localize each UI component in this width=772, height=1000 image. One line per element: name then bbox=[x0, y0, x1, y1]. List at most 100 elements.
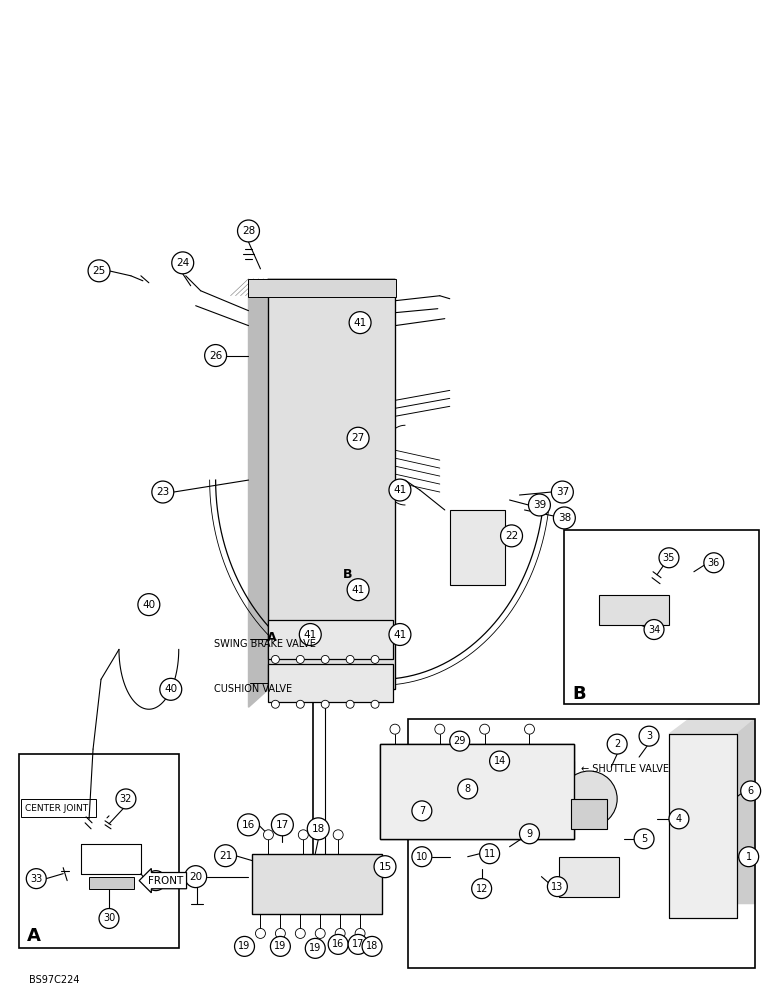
Circle shape bbox=[348, 934, 368, 954]
Polygon shape bbox=[249, 279, 269, 707]
Bar bbox=[252, 854, 382, 914]
Text: A: A bbox=[27, 927, 41, 945]
Bar bbox=[571, 799, 608, 829]
Text: 28: 28 bbox=[242, 226, 255, 236]
Circle shape bbox=[321, 700, 329, 708]
Text: FRONT: FRONT bbox=[148, 876, 184, 886]
Circle shape bbox=[458, 779, 478, 799]
Circle shape bbox=[172, 252, 194, 274]
Text: 3: 3 bbox=[646, 731, 652, 741]
Circle shape bbox=[739, 847, 759, 867]
Circle shape bbox=[529, 494, 550, 516]
Text: 41: 41 bbox=[393, 630, 407, 640]
Text: 36: 36 bbox=[708, 558, 720, 568]
Text: BS97C224: BS97C224 bbox=[29, 975, 80, 985]
Text: 16: 16 bbox=[242, 820, 255, 830]
Bar bbox=[19, 754, 179, 948]
Bar bbox=[269, 620, 393, 659]
Text: 11: 11 bbox=[483, 849, 496, 859]
Text: 17: 17 bbox=[352, 939, 364, 949]
Circle shape bbox=[88, 260, 110, 282]
Text: 19: 19 bbox=[274, 941, 286, 951]
Text: 12: 12 bbox=[476, 884, 488, 894]
Bar bbox=[22, 799, 96, 817]
Text: 29: 29 bbox=[453, 736, 466, 746]
Circle shape bbox=[263, 830, 273, 840]
Text: 8: 8 bbox=[465, 784, 471, 794]
Text: 17: 17 bbox=[276, 820, 289, 830]
Circle shape bbox=[305, 938, 325, 958]
Text: 30: 30 bbox=[103, 913, 115, 923]
Circle shape bbox=[272, 814, 293, 836]
Text: 10: 10 bbox=[416, 852, 428, 862]
Bar bbox=[269, 279, 395, 689]
Circle shape bbox=[270, 936, 290, 956]
Text: 35: 35 bbox=[663, 553, 676, 563]
Bar bbox=[380, 744, 574, 839]
Circle shape bbox=[644, 620, 664, 639]
Bar bbox=[408, 719, 755, 968]
Text: 18: 18 bbox=[312, 824, 325, 834]
Circle shape bbox=[669, 809, 689, 829]
Text: 33: 33 bbox=[30, 874, 42, 884]
Circle shape bbox=[608, 734, 627, 754]
Circle shape bbox=[272, 700, 279, 708]
Circle shape bbox=[346, 655, 354, 663]
Text: 27: 27 bbox=[351, 433, 364, 443]
Circle shape bbox=[355, 928, 365, 938]
Circle shape bbox=[389, 624, 411, 645]
Text: B: B bbox=[343, 568, 352, 581]
Circle shape bbox=[235, 936, 255, 956]
Text: 13: 13 bbox=[551, 882, 564, 892]
Bar bbox=[564, 530, 759, 704]
Text: 25: 25 bbox=[93, 266, 106, 276]
Text: 24: 24 bbox=[176, 258, 189, 268]
Circle shape bbox=[489, 751, 510, 771]
Circle shape bbox=[435, 724, 445, 734]
Circle shape bbox=[272, 655, 279, 663]
Circle shape bbox=[412, 847, 432, 867]
Text: 5: 5 bbox=[641, 834, 647, 844]
Text: 26: 26 bbox=[209, 351, 222, 361]
Circle shape bbox=[276, 928, 286, 938]
Circle shape bbox=[300, 624, 321, 645]
Circle shape bbox=[256, 928, 266, 938]
Polygon shape bbox=[736, 719, 755, 904]
Text: 21: 21 bbox=[219, 851, 232, 861]
Polygon shape bbox=[249, 279, 395, 296]
Bar bbox=[269, 664, 393, 702]
Text: 41: 41 bbox=[303, 630, 317, 640]
Text: 15: 15 bbox=[378, 862, 391, 872]
Circle shape bbox=[238, 220, 259, 242]
Circle shape bbox=[205, 345, 226, 366]
Text: 22: 22 bbox=[505, 531, 518, 541]
Text: 2: 2 bbox=[614, 739, 620, 749]
Text: 19: 19 bbox=[239, 941, 251, 951]
Circle shape bbox=[99, 909, 119, 928]
Text: B: B bbox=[572, 685, 586, 703]
Bar bbox=[450, 510, 505, 585]
Circle shape bbox=[371, 700, 379, 708]
Circle shape bbox=[296, 655, 304, 663]
Circle shape bbox=[479, 844, 499, 864]
Text: 18: 18 bbox=[366, 941, 378, 951]
Text: A: A bbox=[267, 631, 276, 644]
Text: 32: 32 bbox=[120, 794, 132, 804]
Circle shape bbox=[298, 830, 308, 840]
Circle shape bbox=[347, 579, 369, 601]
Circle shape bbox=[561, 771, 617, 827]
Bar bbox=[89, 877, 134, 889]
Circle shape bbox=[185, 866, 207, 888]
Circle shape bbox=[321, 655, 329, 663]
Text: 20: 20 bbox=[189, 872, 202, 882]
Circle shape bbox=[524, 724, 534, 734]
Text: 40: 40 bbox=[164, 684, 178, 694]
Circle shape bbox=[328, 934, 348, 954]
Text: 23: 23 bbox=[156, 487, 169, 497]
Bar bbox=[380, 744, 574, 839]
Circle shape bbox=[704, 553, 724, 573]
Text: 7: 7 bbox=[418, 806, 425, 816]
Circle shape bbox=[296, 700, 304, 708]
Circle shape bbox=[659, 548, 679, 568]
Circle shape bbox=[479, 724, 489, 734]
